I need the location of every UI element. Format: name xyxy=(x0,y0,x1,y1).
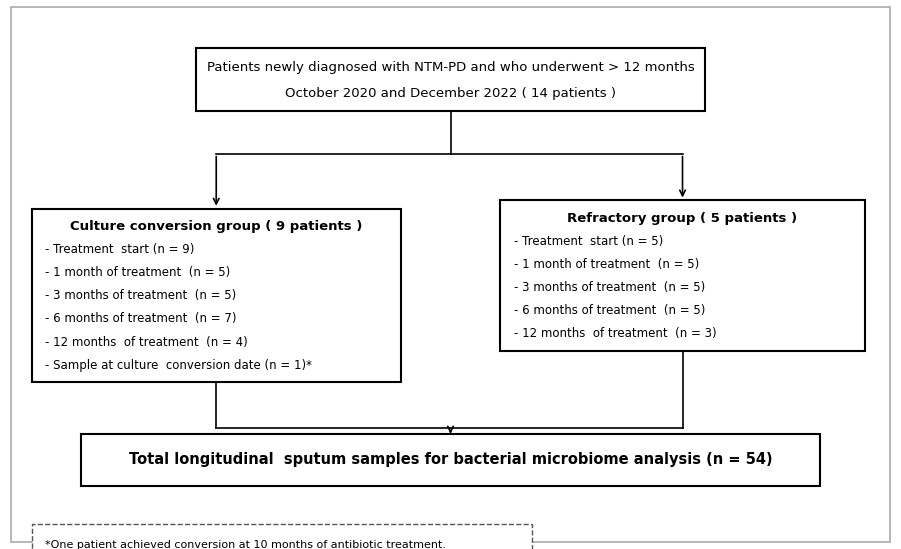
Text: Refractory group ( 5 patients ): Refractory group ( 5 patients ) xyxy=(568,212,797,225)
Text: - 1 month of treatment  (n = 5): - 1 month of treatment (n = 5) xyxy=(45,266,231,279)
Text: - 6 months of treatment  (n = 5): - 6 months of treatment (n = 5) xyxy=(514,304,705,317)
Text: - Sample at culture  conversion date (n = 1)*: - Sample at culture conversion date (n =… xyxy=(45,358,312,372)
Bar xyxy=(500,200,865,351)
Text: Culture conversion group ( 9 patients ): Culture conversion group ( 9 patients ) xyxy=(70,220,362,233)
Text: October 2020 and December 2022 ( 14 patients ): October 2020 and December 2022 ( 14 pati… xyxy=(285,87,616,100)
Text: - 12 months  of treatment  (n = 3): - 12 months of treatment (n = 3) xyxy=(514,327,716,340)
Text: *One patient achieved conversion at 10 months of antibiotic treatment.: *One patient achieved conversion at 10 m… xyxy=(45,540,446,549)
Bar xyxy=(32,209,401,382)
Text: - 12 months  of treatment  (n = 4): - 12 months of treatment (n = 4) xyxy=(45,335,248,349)
Text: - Treatment  start (n = 5): - Treatment start (n = 5) xyxy=(514,235,663,248)
Text: - 3 months of treatment  (n = 5): - 3 months of treatment (n = 5) xyxy=(514,281,705,294)
Text: - 3 months of treatment  (n = 5): - 3 months of treatment (n = 5) xyxy=(45,289,236,302)
Bar xyxy=(81,434,820,486)
Text: - 6 months of treatment  (n = 7): - 6 months of treatment (n = 7) xyxy=(45,312,237,326)
Text: - 1 month of treatment  (n = 5): - 1 month of treatment (n = 5) xyxy=(514,258,699,271)
Text: Patients newly diagnosed with NTM-PD and who underwent > 12 months: Patients newly diagnosed with NTM-PD and… xyxy=(206,61,695,74)
Bar xyxy=(196,48,705,111)
Bar xyxy=(32,524,532,549)
Text: - Treatment  start (n = 9): - Treatment start (n = 9) xyxy=(45,243,195,256)
Text: Total longitudinal  sputum samples for bacterial microbiome analysis (n = 54): Total longitudinal sputum samples for ba… xyxy=(129,452,772,467)
